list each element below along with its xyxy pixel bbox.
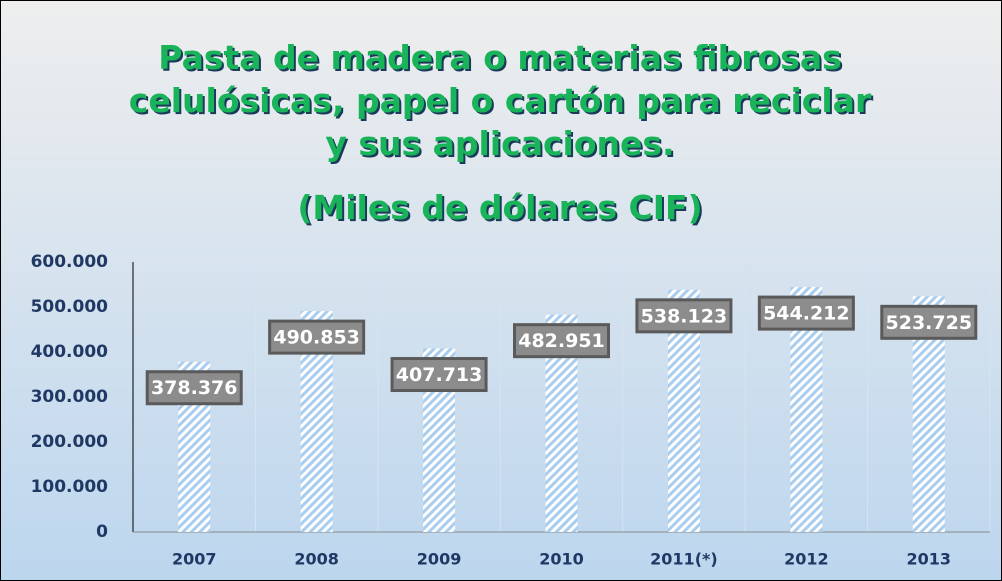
data-label-box	[757, 295, 855, 331]
y-tick-label: 300.000	[31, 387, 109, 407]
data-label: 490.853	[273, 327, 360, 349]
x-tick-label: 2011(*)	[650, 550, 718, 569]
x-tick-label: 2012	[784, 550, 829, 569]
data-label-box	[635, 298, 733, 334]
data-label: 378.376	[151, 377, 238, 399]
data-label: 407.713	[396, 364, 483, 386]
x-tick-label: 2008	[294, 550, 339, 569]
data-label-box	[390, 357, 488, 393]
data-label-box	[145, 370, 243, 406]
data-label: 544.212	[763, 303, 850, 325]
y-tick-label: 600.000	[31, 252, 109, 272]
y-tick-label: 100.000	[31, 477, 109, 497]
data-label: 523.725	[886, 312, 973, 334]
y-tick-label: 0	[96, 522, 108, 542]
data-label-box	[880, 304, 978, 340]
data-label: 482.951	[518, 330, 605, 352]
x-tick-label: 2007	[172, 550, 217, 569]
data-label: 538.123	[641, 305, 728, 327]
chart-subtitle: (Miles de dólares CIF)	[297, 188, 703, 227]
x-tick-label: 2013	[907, 550, 952, 569]
data-label-box	[513, 323, 610, 359]
data-label-box	[268, 319, 366, 355]
y-tick-label: 500.000	[31, 297, 109, 317]
x-tick-label: 2009	[417, 550, 462, 569]
x-tick-label: 2010	[539, 550, 584, 569]
chart-title: Pasta de madera o materias fibrosas celu…	[128, 38, 872, 163]
y-tick-label: 200.000	[31, 432, 109, 452]
y-tick-label: 400.000	[31, 342, 109, 362]
